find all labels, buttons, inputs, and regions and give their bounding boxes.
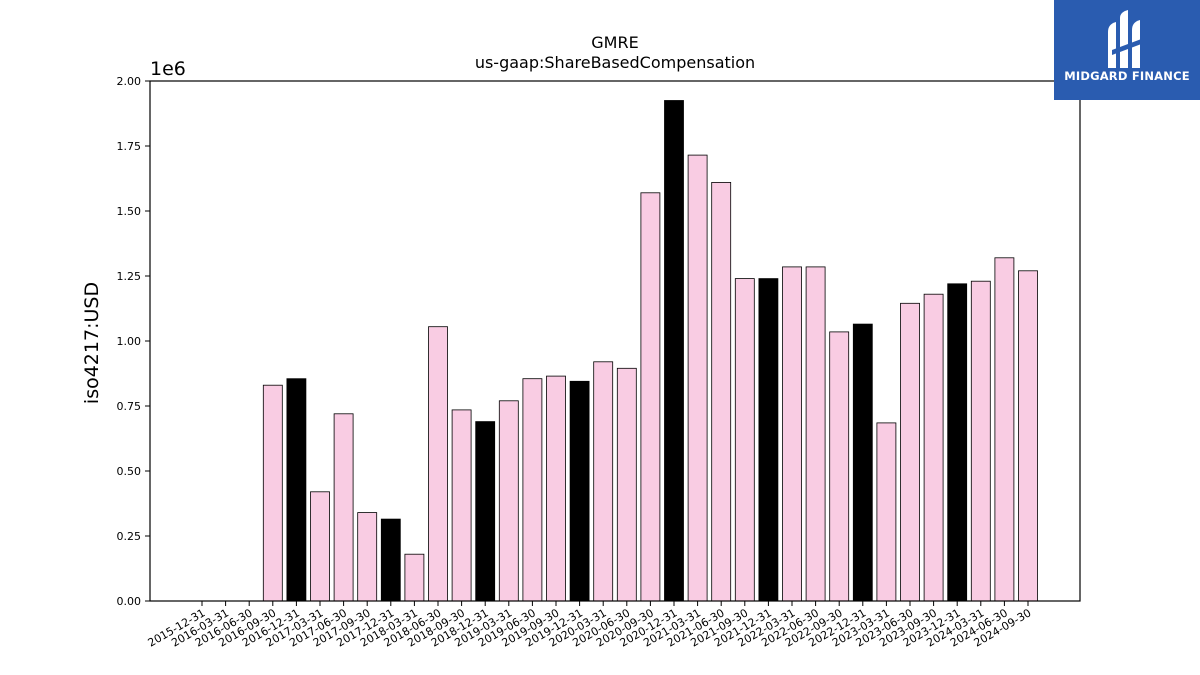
chart-subtitle: us-gaap:ShareBasedCompensation [475, 53, 755, 72]
bar-2019-12-31 [569, 380, 590, 602]
bar-2024-06-30 [994, 257, 1015, 602]
bar-2021-03-31 [687, 154, 708, 602]
y-tick-label: 2.00 [117, 75, 142, 88]
bar-2023-09-30 [923, 293, 944, 602]
bar-2017-12-31 [380, 518, 401, 602]
bar-2017-06-30 [333, 413, 354, 602]
y-tick-label: 0.00 [117, 595, 142, 608]
bars-group [262, 100, 1038, 602]
x-ticks-group: 2015-12-312016-03-312016-06-302016-09-30… [146, 601, 1034, 650]
bar-2023-06-30 [900, 302, 920, 602]
bar-2023-12-31 [947, 283, 968, 602]
bar-2018-09-30 [451, 409, 472, 602]
y-offset-label: 1e6 [150, 58, 186, 80]
bar-2019-09-30 [546, 375, 566, 602]
bar-2021-09-30 [734, 278, 755, 602]
logo-text: MIDGARD FINANCE [1064, 69, 1190, 83]
bar-2017-03-31 [310, 491, 330, 602]
bar-2021-12-31 [758, 278, 779, 602]
y-tick-label: 1.75 [117, 140, 142, 153]
chart-title: GMRE [591, 33, 638, 52]
bar-2018-12-31 [475, 421, 496, 602]
bar-2019-06-30 [522, 378, 543, 602]
bar-2019-03-31 [498, 400, 519, 602]
bar-2018-03-31 [404, 553, 425, 602]
bar-2016-09-30 [262, 384, 283, 602]
y-tick-label: 0.25 [117, 530, 142, 543]
y-tick-label: 1.50 [117, 205, 142, 218]
bar-2021-06-30 [711, 181, 732, 602]
bar-2020-12-31 [664, 100, 684, 602]
y-ticks-group: 0.00 0.25 0.50 0.75 1.00 1.25 1.50 1.75 2.00 [117, 75, 150, 608]
logo-mark-icon [1108, 10, 1144, 68]
bar-2020-09-30 [640, 192, 661, 602]
bar-2024-09-30 [1018, 270, 1038, 602]
y-axis-label: iso4217:USD [81, 282, 103, 404]
bar-2023-03-31 [876, 422, 897, 602]
y-tick-label: 1.25 [117, 270, 142, 283]
bar-2020-06-30 [616, 367, 637, 602]
bar-2022-06-30 [805, 266, 826, 602]
midgard-finance-logo: MIDGARD FINANCE [1054, 0, 1200, 100]
bar-2018-06-30 [428, 326, 448, 602]
bar-2022-12-31 [852, 323, 873, 602]
bar-2016-12-31 [286, 378, 307, 602]
bar-2020-03-31 [593, 361, 614, 602]
y-tick-label: 1.00 [117, 335, 142, 348]
bar-2017-09-30 [357, 512, 378, 602]
y-tick-label: 0.50 [117, 465, 142, 478]
bar-2022-03-31 [782, 266, 802, 602]
y-tick-label: 0.75 [117, 400, 142, 413]
bar-2022-09-30 [829, 331, 850, 602]
plot-frame [149, 80, 1081, 602]
bar-2024-03-31 [970, 280, 991, 602]
